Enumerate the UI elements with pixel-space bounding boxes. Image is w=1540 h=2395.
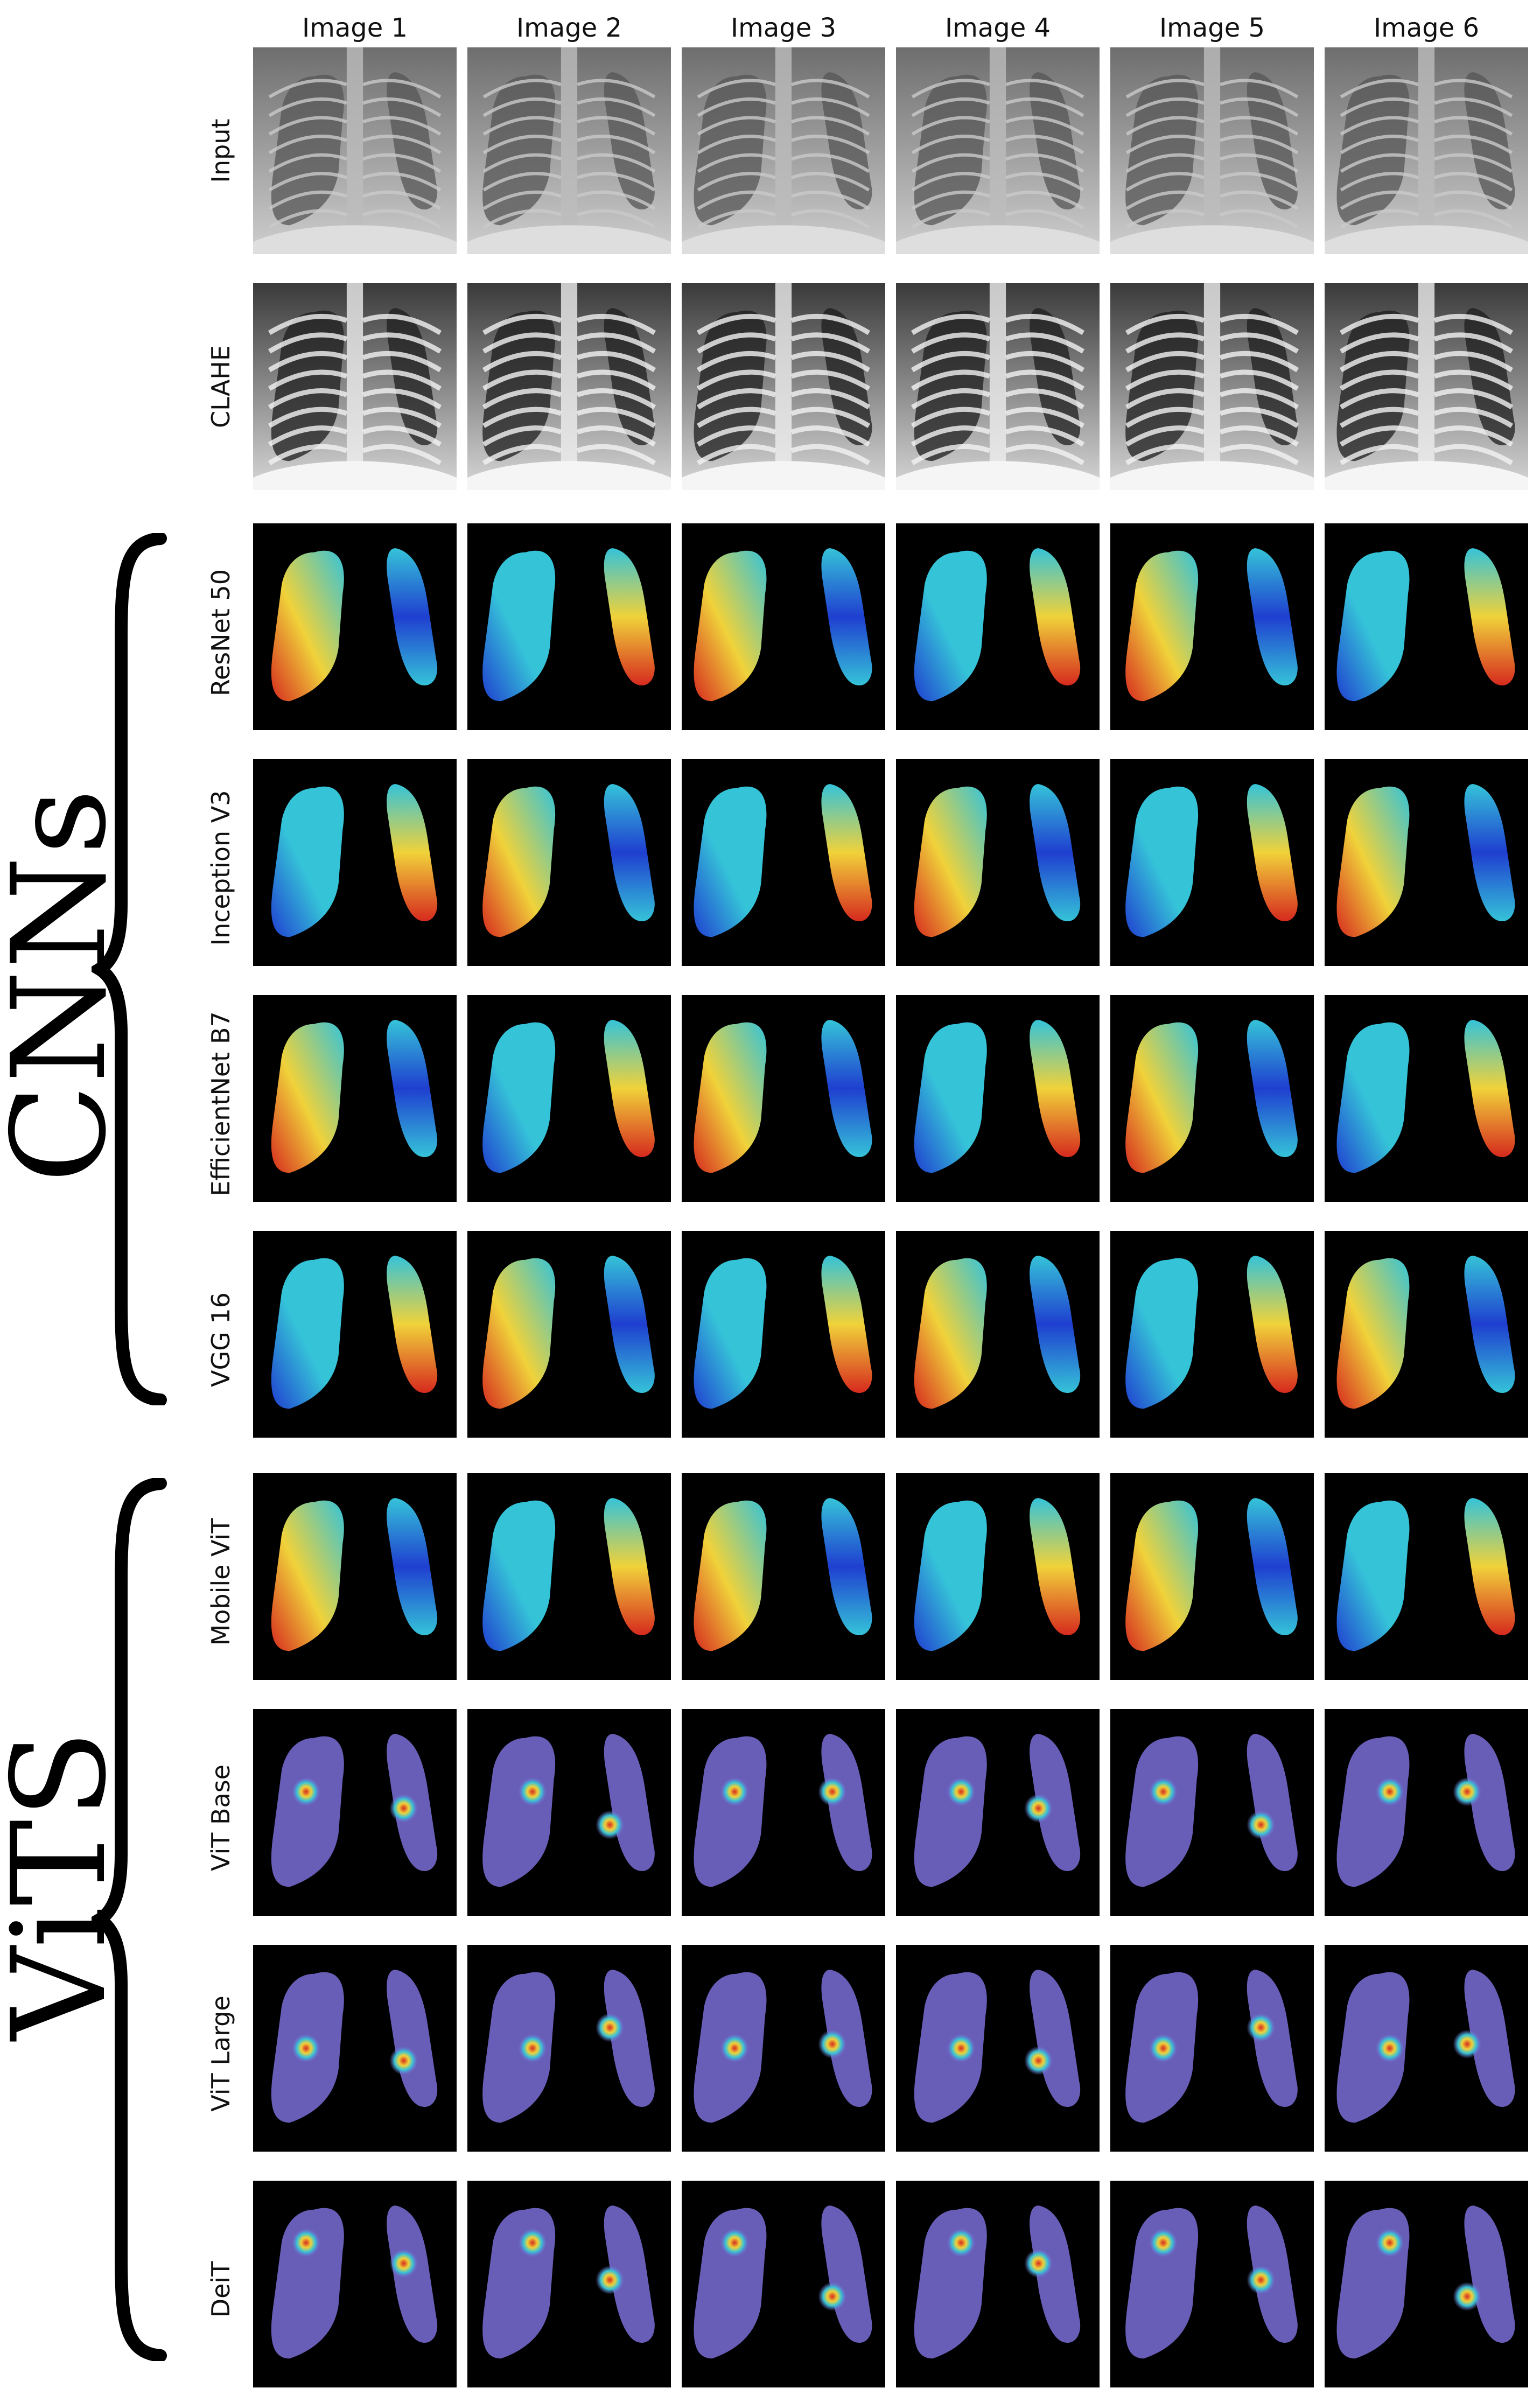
tile-xray-r1-c3 <box>682 47 885 254</box>
tile-cnn-r5-c5 <box>1110 995 1314 1202</box>
column-label-1: Image 1 <box>302 13 408 43</box>
tile-vit-r8-c1 <box>253 1709 457 1916</box>
column-label-6: Image 6 <box>1373 13 1480 43</box>
tile-cnn-r5-c2 <box>467 995 671 1202</box>
tile-clahe-r2-c4 <box>896 283 1100 490</box>
tile-cnn-r3-c3 <box>682 523 885 730</box>
tile-clahe-r2-c3 <box>682 283 885 490</box>
row-label-vit-large: ViT Large <box>206 1995 235 2112</box>
tile-vit-r9-c1 <box>253 1945 457 2152</box>
tile-cnn-r7-c5 <box>1110 1473 1314 1680</box>
row-label-clahe: CLAHE <box>206 345 235 428</box>
tile-vit-r8-c4 <box>896 1709 1100 1916</box>
tile-xray-r1-c2 <box>467 47 671 254</box>
column-label-3: Image 3 <box>730 13 837 43</box>
tile-vit-r10-c5 <box>1110 2181 1314 2387</box>
tile-xray-r1-c5 <box>1110 47 1314 254</box>
tile-xray-r1-c6 <box>1325 47 1528 254</box>
tile-xray-r1-c1 <box>253 47 457 254</box>
tile-vit-r10-c4 <box>896 2181 1100 2387</box>
tile-cnn-r4-c6 <box>1325 759 1528 966</box>
tile-clahe-r2-c1 <box>253 283 457 490</box>
row-label-deit: DeiT <box>206 2261 235 2318</box>
tile-vit-r9-c5 <box>1110 1945 1314 2152</box>
tile-vit-r10-c3 <box>682 2181 885 2387</box>
tile-cnn-r4-c4 <box>896 759 1100 966</box>
tile-vit-r9-c3 <box>682 1945 885 2152</box>
tile-cnn-r7-c3 <box>682 1473 885 1680</box>
tile-cnn-r5-c3 <box>682 995 885 1202</box>
tile-cnn-r4-c5 <box>1110 759 1314 966</box>
tile-vit-r9-c4 <box>896 1945 1100 2152</box>
tile-cnn-r7-c6 <box>1325 1473 1528 1680</box>
tile-cnn-r3-c4 <box>896 523 1100 730</box>
tile-cnn-r3-c1 <box>253 523 457 730</box>
tile-cnn-r3-c6 <box>1325 523 1528 730</box>
tile-cnn-r3-c5 <box>1110 523 1314 730</box>
tile-clahe-r2-c6 <box>1325 283 1528 490</box>
vit-group-brace <box>92 1478 167 2361</box>
tile-cnn-r5-c6 <box>1325 995 1528 1202</box>
tile-vit-r10-c1 <box>253 2181 457 2387</box>
tile-vit-r8-c2 <box>467 1709 671 1916</box>
tile-clahe-r2-c5 <box>1110 283 1314 490</box>
tile-cnn-r6-c3 <box>682 1231 885 1438</box>
tile-cnn-r6-c5 <box>1110 1231 1314 1438</box>
row-label-efficientnet-b7: EfficientNet B7 <box>206 1011 235 1196</box>
tile-cnn-r7-c4 <box>896 1473 1100 1680</box>
cnn-group-brace <box>92 533 167 1405</box>
tile-cnn-r6-c2 <box>467 1231 671 1438</box>
tile-cnn-r4-c2 <box>467 759 671 966</box>
column-label-2: Image 2 <box>516 13 622 43</box>
tile-vit-r8-c6 <box>1325 1709 1528 1916</box>
tile-cnn-r6-c4 <box>896 1231 1100 1438</box>
tile-cnn-r7-c1 <box>253 1473 457 1680</box>
tile-vit-r8-c3 <box>682 1709 885 1916</box>
tile-cnn-r4-c1 <box>253 759 457 966</box>
tile-vit-r9-c2 <box>467 1945 671 2152</box>
column-label-5: Image 5 <box>1159 13 1265 43</box>
tile-clahe-r2-c2 <box>467 283 671 490</box>
tile-xray-r1-c4 <box>896 47 1100 254</box>
tile-cnn-r5-c1 <box>253 995 457 1202</box>
row-label-vit-base: ViT Base <box>206 1764 235 1871</box>
tile-cnn-r3-c2 <box>467 523 671 730</box>
tile-vit-r8-c5 <box>1110 1709 1314 1916</box>
tile-vit-r9-c6 <box>1325 1945 1528 2152</box>
row-label-input: Input <box>206 118 235 183</box>
tile-cnn-r4-c3 <box>682 759 885 966</box>
row-label-resnet50: ResNet 50 <box>206 569 235 697</box>
tile-cnn-r6-c1 <box>253 1231 457 1438</box>
row-label-inception-v3: Inception V3 <box>206 790 235 946</box>
row-label-mobile-vit: Mobile ViT <box>206 1518 235 1646</box>
row-label-vgg16: VGG 16 <box>206 1292 235 1387</box>
tile-cnn-r5-c4 <box>896 995 1100 1202</box>
tile-cnn-r6-c6 <box>1325 1231 1528 1438</box>
column-label-4: Image 4 <box>944 13 1051 43</box>
tile-cnn-r7-c2 <box>467 1473 671 1680</box>
tile-vit-r10-c2 <box>467 2181 671 2387</box>
tile-vit-r10-c6 <box>1325 2181 1528 2387</box>
